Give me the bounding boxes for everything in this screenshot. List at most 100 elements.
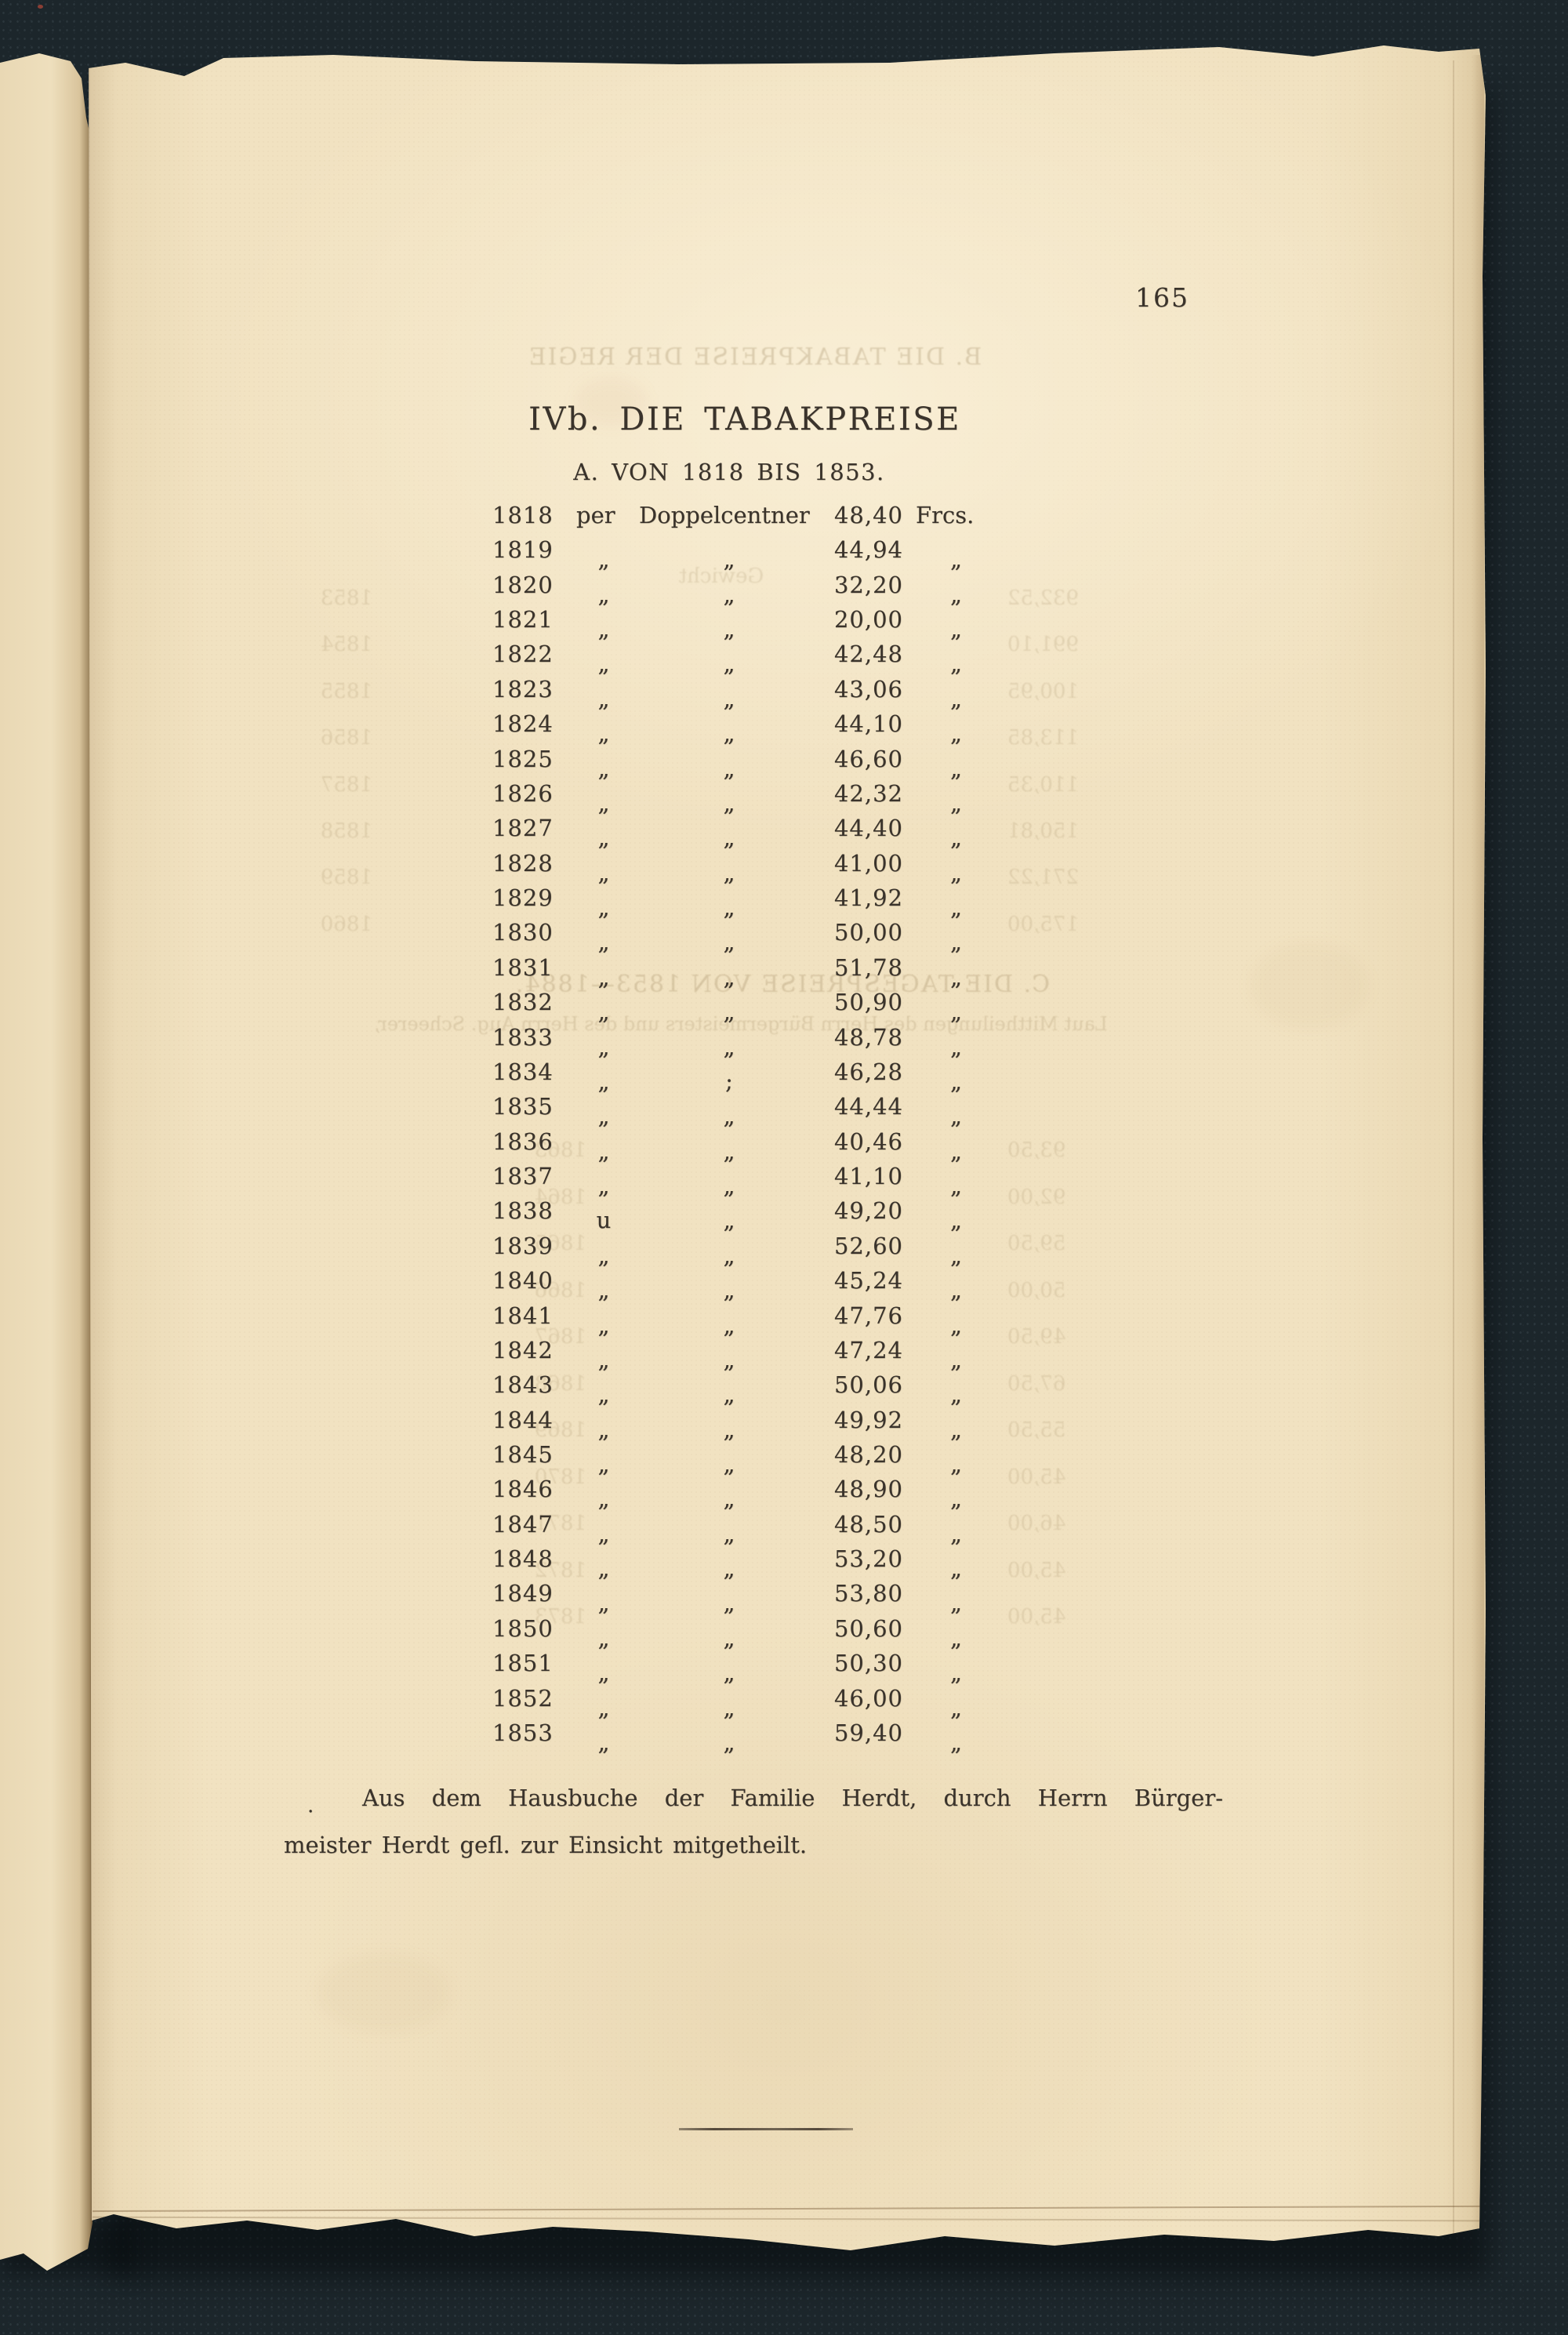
currency-cell: „ <box>950 1589 963 1617</box>
currency-cell: „ <box>950 1311 963 1338</box>
currency-cell: „ <box>950 1555 963 1582</box>
price-cell: 48,78 <box>833 1023 903 1051</box>
ditto-cell: „ <box>597 1276 610 1304</box>
price-row-1845: 1845 „ „ 48,20 „ <box>89 1440 1486 1477</box>
ditto-cell: „ <box>723 1381 735 1408</box>
price-row-1853: 1853 „ „ 59,40 „ <box>89 1719 1486 1756</box>
ditto-cell: „ <box>723 859 735 886</box>
ditto-cell: „ <box>597 546 610 573</box>
price-row-1819: 1819 „ „ 44,94 „ <box>89 536 1486 573</box>
ditto-cell: „ <box>723 824 735 852</box>
ditto-cell: „ <box>597 685 610 712</box>
year-cell: 1828 <box>492 849 554 877</box>
currency-cell: „ <box>950 1067 963 1095</box>
ditto-cell: „ <box>723 1137 735 1164</box>
price-row-1818: 1818 per Doppelcentner 48,40 Frcs. <box>89 502 1486 536</box>
year-cell: 1833 <box>492 1023 554 1051</box>
ditto-cell: „ <box>723 1102 735 1130</box>
book-page: B. DIE TABAKPREISE DER REGIE Gewicht C. … <box>89 45 1486 2250</box>
price-cell: 45,24 <box>833 1267 903 1295</box>
currency-cell: „ <box>950 1033 963 1060</box>
price-row-1849: 1849 „ „ 53,80 „ <box>89 1580 1486 1617</box>
ditto-cell: „ <box>723 650 735 677</box>
ditto-cell: ; <box>725 1067 733 1095</box>
currency-cell: „ <box>950 650 963 677</box>
currency-cell: „ <box>950 824 963 852</box>
price-cell: 48,90 <box>833 1476 903 1503</box>
year-cell: 1818 <box>492 502 554 528</box>
ditto-cell: „ <box>597 1172 610 1200</box>
currency-cell: „ <box>950 1137 963 1164</box>
currency-cell: „ <box>950 1207 963 1234</box>
ditto-cell: „ <box>597 789 610 816</box>
price-cell: 50,30 <box>833 1650 903 1677</box>
year-cell: 1838 <box>492 1197 554 1225</box>
price-cell: 52,60 <box>833 1232 903 1259</box>
price-row-1822: 1822 „ „ 42,48 „ <box>89 641 1486 677</box>
ditto-cell: „ <box>723 1694 735 1721</box>
right-edge-shading <box>1472 55 1484 2247</box>
right-edge-crease <box>1453 60 1454 2240</box>
ditto-cell: „ <box>597 1345 610 1373</box>
currency-cell: „ <box>950 789 963 816</box>
footnote-line-2: meister Herdt gefl. zur Einsicht mitgeth… <box>284 1832 808 1858</box>
price-row-1825: 1825 „ „ 46,60 „ <box>89 746 1486 782</box>
currency-cell: „ <box>950 1241 963 1269</box>
currency-cell: „ <box>950 859 963 886</box>
ditto-cell: u <box>596 1207 612 1234</box>
price-row-1830: 1830 „ „ 50,00 „ <box>89 919 1486 955</box>
ditto-cell: „ <box>597 1694 610 1721</box>
year-cell: 1822 <box>492 641 554 668</box>
year-cell: 1845 <box>492 1440 554 1468</box>
price-cell: 44,94 <box>833 536 903 564</box>
foxing-stain <box>576 378 647 425</box>
currency-cell: „ <box>950 1276 963 1304</box>
year-cell: 1824 <box>492 710 554 738</box>
currency-cell: „ <box>950 685 963 712</box>
ditto-cell: „ <box>723 1624 735 1651</box>
price-row-1841: 1841 „ „ 47,76 „ <box>89 1302 1486 1338</box>
price-row-1826: 1826 „ „ 42,32 „ <box>89 779 1486 816</box>
price-cell: 42,32 <box>833 779 903 807</box>
ditto-cell: „ <box>597 1485 610 1512</box>
ditto-cell: „ <box>597 1624 610 1651</box>
ditto-cell: „ <box>597 824 610 852</box>
year-cell: 1820 <box>492 571 554 598</box>
price-cell: 59,40 <box>833 1719 903 1746</box>
ditto-cell: „ <box>723 1485 735 1512</box>
ditto-cell: „ <box>597 1102 610 1130</box>
price-row-1837: 1837 „ „ 41,10 „ <box>89 1163 1486 1200</box>
price-row-1840: 1840 „ „ 45,24 „ <box>89 1267 1486 1304</box>
year-cell: 1850 <box>492 1614 554 1642</box>
price-row-1839: 1839 „ „ 52,60 „ <box>89 1232 1486 1269</box>
ditto-cell: „ <box>597 580 610 608</box>
price-cell: 46,00 <box>833 1684 903 1712</box>
ditto-cell: „ <box>597 754 610 782</box>
price-cell: 32,20 <box>833 571 903 598</box>
ditto-cell: „ <box>597 1520 610 1547</box>
ditto-cell: „ <box>723 685 735 712</box>
ditto-cell: „ <box>723 1345 735 1373</box>
currency-cell: „ <box>950 1520 963 1547</box>
year-cell: 1821 <box>492 606 554 634</box>
ditto-cell: „ <box>723 1520 735 1547</box>
year-cell: 1837 <box>492 1163 554 1190</box>
year-cell: 1829 <box>492 884 554 912</box>
price-row-1852: 1852 „ „ 46,00 „ <box>89 1684 1486 1721</box>
price-row-1848: 1848 „ „ 53,20 „ <box>89 1545 1486 1582</box>
price-cell: 40,46 <box>833 1128 903 1155</box>
price-cell: 46,28 <box>833 1058 903 1085</box>
price-cell: 47,76 <box>833 1302 903 1329</box>
price-row-1846: 1846 „ „ 48,90 „ <box>89 1476 1486 1512</box>
ditto-cell: „ <box>723 1276 735 1304</box>
year-cell: 1853 <box>492 1719 554 1746</box>
price-row-1834: 1834 „; 46,28 „ <box>89 1058 1486 1095</box>
price-row-1824: 1824 „ „ 44,10 „ <box>89 710 1486 746</box>
currency-cell: „ <box>950 1381 963 1408</box>
price-cell: 50,06 <box>833 1371 903 1399</box>
price-row-1832: 1832 „ „ 50,90 „ <box>89 989 1486 1025</box>
ditto-cell: „ <box>597 1589 610 1617</box>
ditto-cell: „ <box>723 963 735 990</box>
ditto-cell: „ <box>597 894 610 921</box>
ditto-cell: „ <box>723 1415 735 1443</box>
